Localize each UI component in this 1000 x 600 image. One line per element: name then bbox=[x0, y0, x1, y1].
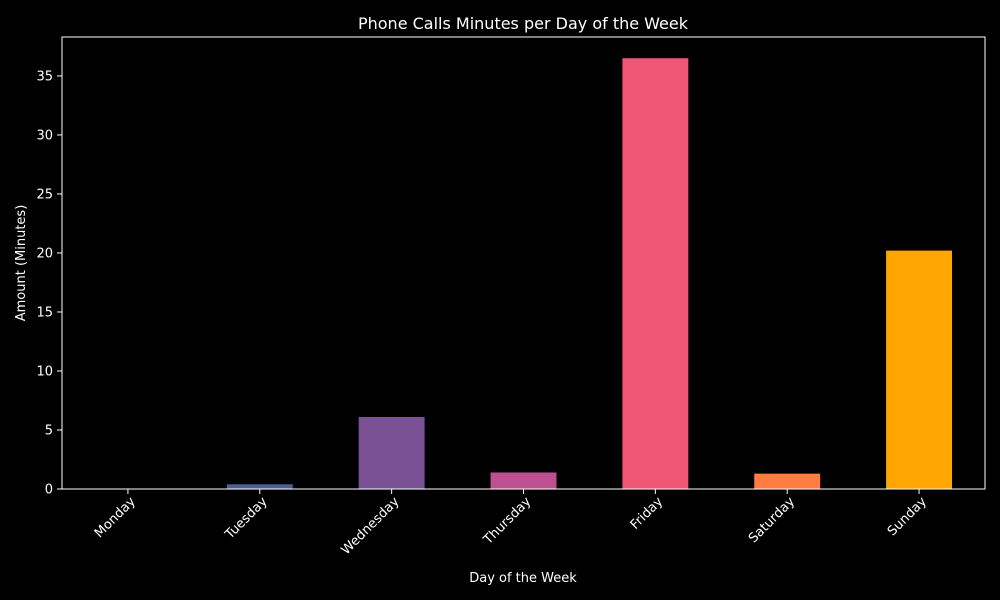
x-tick-label: Friday bbox=[628, 494, 667, 533]
y-tick-label: 10 bbox=[36, 364, 53, 379]
chart-title: Phone Calls Minutes per Day of the Week bbox=[358, 14, 689, 33]
x-tick-label: Monday bbox=[92, 494, 139, 541]
y-tick-label: 30 bbox=[36, 128, 53, 143]
x-tick-label: Tuesday bbox=[222, 494, 271, 543]
y-tick-label: 20 bbox=[36, 246, 53, 261]
x-axis-label: Day of the Week bbox=[469, 571, 577, 586]
bar-friday bbox=[622, 58, 689, 489]
bar-thursday bbox=[490, 472, 557, 489]
y-tick-label: 25 bbox=[36, 187, 53, 202]
bars-group bbox=[226, 58, 953, 489]
y-tick-label: 15 bbox=[36, 305, 53, 320]
x-axis-ticks: Monday Tuesday Wednesday Thursday Friday Satu… bbox=[92, 489, 930, 558]
x-tick-label: Thursday bbox=[480, 494, 534, 548]
bar-sunday bbox=[886, 250, 953, 489]
x-tick-label: Sunday bbox=[885, 494, 930, 539]
y-tick-label: 5 bbox=[45, 423, 53, 438]
bar-saturday bbox=[754, 473, 821, 489]
x-tick-label: Saturday bbox=[746, 494, 798, 546]
bar-tuesday bbox=[226, 484, 293, 489]
y-axis-ticks: 0 5 10 15 20 25 30 35 bbox=[36, 69, 62, 498]
x-tick-label: Wednesday bbox=[339, 494, 403, 558]
plot-frame bbox=[61, 36, 986, 490]
y-tick-label: 0 bbox=[45, 483, 53, 498]
y-axis-label: Amount (Minutes) bbox=[14, 205, 29, 322]
y-tick-label: 35 bbox=[36, 69, 53, 84]
bar-wednesday bbox=[358, 417, 425, 489]
